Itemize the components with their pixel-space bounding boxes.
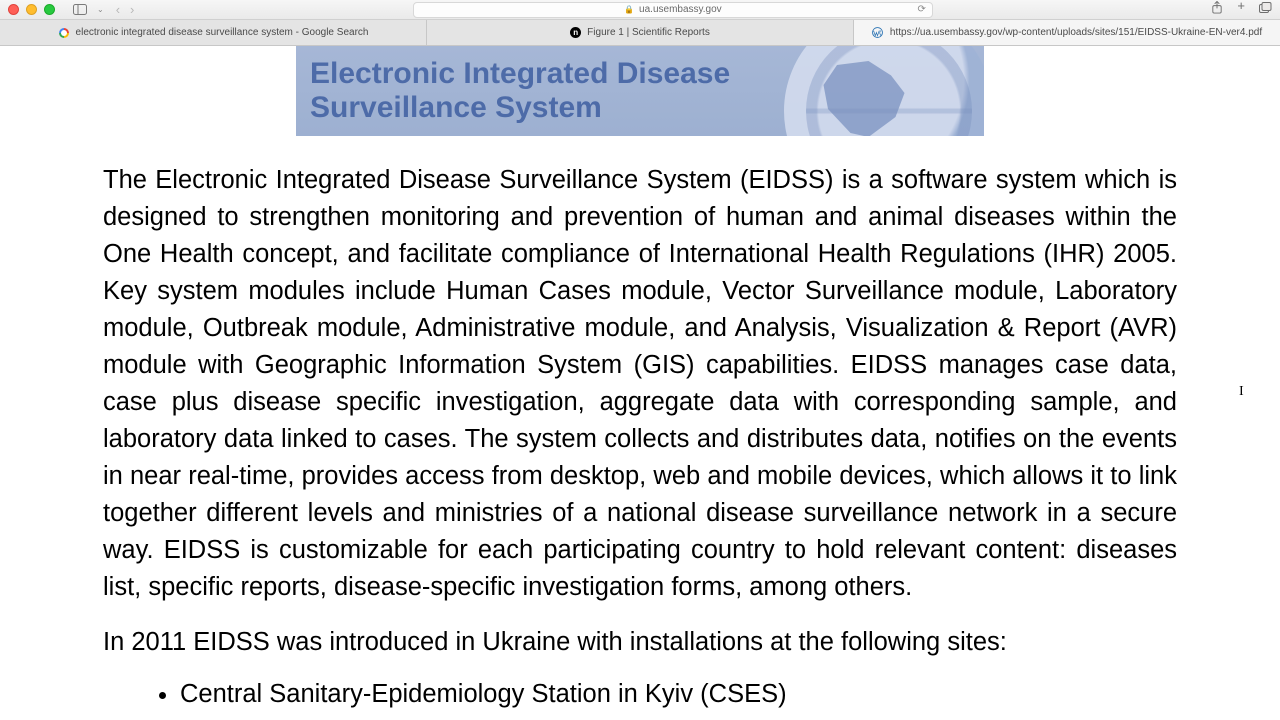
minimize-window-button[interactable] [26,4,37,15]
lock-icon: 🔒 [624,5,634,14]
banner-line1: Electronic Integrated Disease [310,57,730,92]
paragraph-intro: The Electronic Integrated Disease Survei… [103,162,1177,606]
url-host: ua.usembassy.gov [639,4,722,15]
new-tab-button[interactable]: + [1237,1,1245,19]
sites-list: Central Sanitary-Epidemiology Station in… [180,675,1180,720]
globe-graphic-icon [784,46,984,136]
document-banner: Electronic Integrated Disease Surveillan… [296,46,984,136]
tab-label: electronic integrated disease surveillan… [76,27,369,38]
reload-button[interactable]: ⟳ [918,4,926,15]
tab-overview-button[interactable] [1259,1,1272,19]
sidebar-toggle-button[interactable] [69,2,91,18]
list-item: Central Sanitary-Epidemiology Station in… [180,675,1180,715]
browser-toolbar: ⌄ ‹ › 🔒 ua.usembassy.gov ⟳ + [0,0,1280,20]
list-item: Ukrainian Research Anti-Plague Institute… [180,714,1180,720]
maximize-window-button[interactable] [44,4,55,15]
tab-label: Figure 1 | Scientific Reports [587,27,710,38]
nature-favicon-icon: n [570,27,581,38]
wordpress-favicon-icon [872,27,884,39]
share-icon[interactable] [1211,1,1223,19]
chevron-down-icon[interactable]: ⌄ [97,5,104,14]
pdf-page: Electronic Integrated Disease Surveillan… [0,46,1280,720]
banner-line2: Surveillance System [310,91,730,126]
banner-title: Electronic Integrated Disease Surveillan… [310,57,730,126]
google-favicon-icon [58,27,70,39]
tab-scientific-reports[interactable]: n Figure 1 | Scientific Reports [427,20,854,45]
tab-google-search[interactable]: electronic integrated disease surveillan… [0,20,427,45]
text-cursor-icon: I [1239,384,1240,400]
address-bar[interactable]: 🔒 ua.usembassy.gov ⟳ [413,2,933,18]
document-viewport: Electronic Integrated Disease Surveillan… [0,46,1280,720]
tab-pdf-document[interactable]: https://ua.usembassy.gov/wp-content/uplo… [854,20,1280,45]
back-button[interactable]: ‹ [116,2,120,17]
tab-strip: electronic integrated disease surveillan… [0,20,1280,46]
close-window-button[interactable] [8,4,19,15]
tab-label: https://ua.usembassy.gov/wp-content/uplo… [890,27,1262,38]
window-controls [8,4,55,15]
paragraph-sites-intro: In 2011 EIDSS was introduced in Ukraine … [103,624,1177,661]
forward-button[interactable]: › [130,2,134,17]
